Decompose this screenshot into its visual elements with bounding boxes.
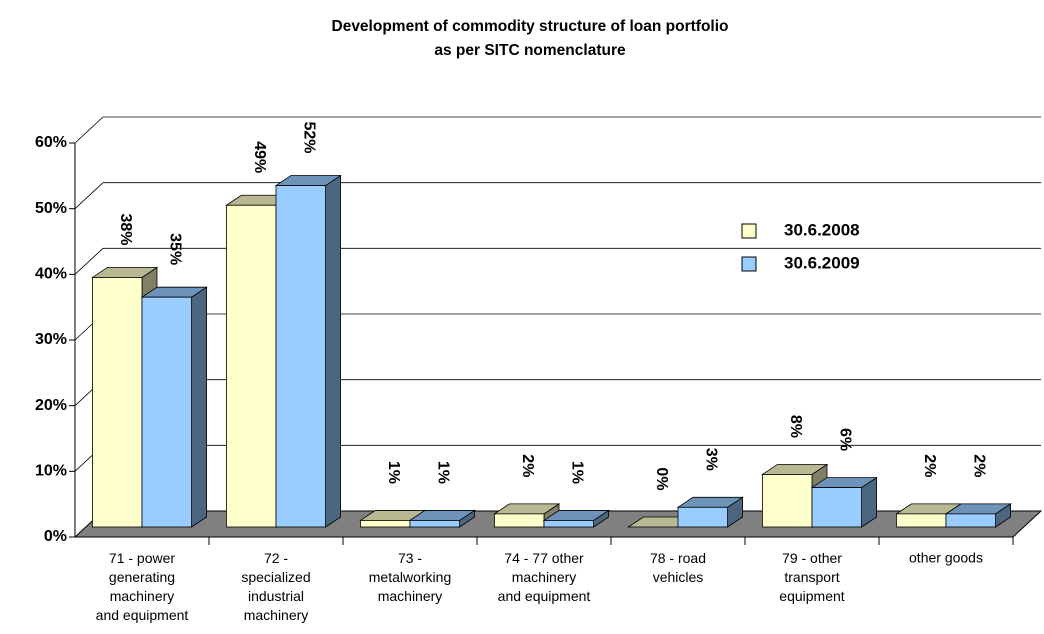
y-tick-label: 20% [35, 397, 67, 414]
value-label: 49% [251, 141, 268, 173]
value-label: 35% [167, 233, 184, 265]
y-tick-label: 0% [44, 528, 67, 545]
legend-swatch [741, 223, 757, 239]
bar [944, 503, 1012, 528]
grid-line [74, 248, 104, 275]
value-label: 8% [787, 415, 804, 438]
value-label: 1% [385, 461, 402, 484]
legend-swatch [741, 256, 757, 272]
bar [274, 174, 342, 528]
bar [408, 509, 476, 528]
bar [810, 476, 878, 528]
y-tick-label: 10% [35, 463, 67, 480]
y-tick-label: 30% [35, 331, 67, 348]
value-label: 52% [301, 122, 318, 154]
bar-side [191, 286, 207, 528]
value-label: 0% [653, 467, 670, 490]
bar [493, 503, 561, 528]
bar-front [409, 520, 460, 528]
x-tick-label: 73 -metalworking machinery [369, 550, 451, 604]
bar-front [677, 506, 728, 528]
x-tick-label: 71 - power generating machinery and equipme… [96, 550, 189, 623]
legend-label: 30.6.2008 [784, 220, 860, 239]
bar-front [945, 513, 996, 528]
bar-front [226, 204, 277, 528]
bar-side [325, 174, 341, 528]
chart-title: Development of commodity structure of lo… [332, 18, 729, 59]
bar-front [360, 520, 411, 528]
bar-front [896, 513, 947, 528]
x-tick-label: 79 - other transport equipment [779, 550, 844, 604]
y-tick-label: 50% [35, 200, 67, 217]
value-label: 38% [117, 213, 134, 245]
bar-front [275, 185, 326, 528]
bar [542, 509, 610, 528]
bar [140, 286, 208, 528]
value-label: 2% [921, 454, 938, 477]
value-label: 6% [837, 428, 854, 451]
x-tick-label: 78 - road vehicles [650, 550, 706, 585]
value-label: 3% [703, 448, 720, 471]
bar [676, 496, 744, 528]
bar-front [811, 487, 862, 528]
x-tick-label: 72 -specialized industrial machinery [241, 550, 310, 623]
legend-label: 30.6.2009 [784, 253, 860, 272]
value-label: 1% [435, 461, 452, 484]
bar-front [92, 277, 143, 528]
grid-line [74, 182, 104, 209]
bar-front [494, 513, 545, 528]
y-tick-label: 60% [35, 134, 67, 151]
grid-line [74, 116, 104, 144]
x-tick-label: other goods [909, 550, 983, 566]
value-label: 1% [569, 461, 586, 484]
value-label: 2% [519, 454, 536, 477]
value-label: 2% [971, 454, 988, 477]
bar-front [141, 296, 192, 528]
x-tick-label: 74 - 77 other machinery and equipment [498, 550, 591, 604]
y-tick-label: 40% [35, 266, 67, 283]
bar-front [543, 520, 594, 528]
bar-front [762, 474, 813, 528]
